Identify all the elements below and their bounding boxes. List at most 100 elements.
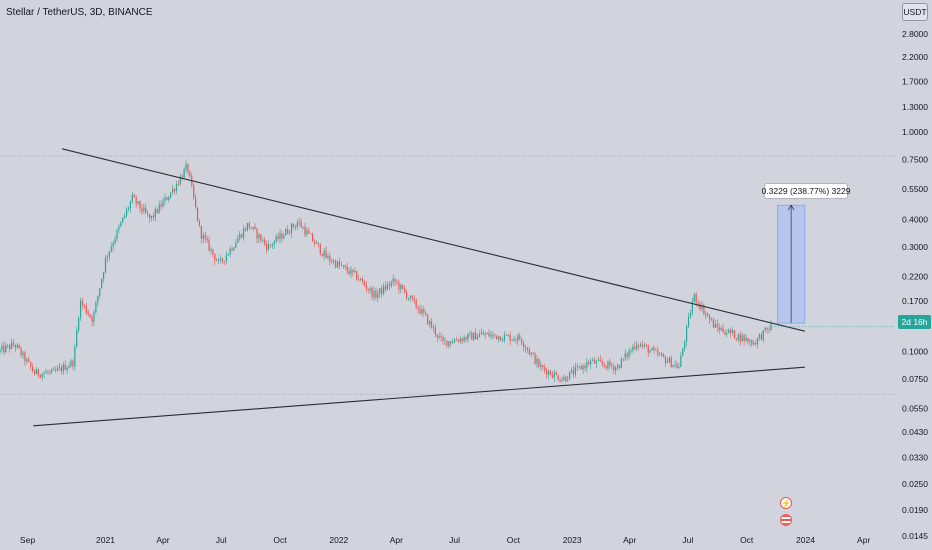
candle-body: [392, 278, 394, 283]
candle-body: [620, 358, 622, 368]
x-tick-label: Oct: [507, 535, 521, 545]
candle-body: [99, 288, 101, 296]
candle-body: [703, 305, 705, 315]
candle-body: [60, 367, 62, 372]
candle-body: [647, 345, 649, 353]
candle-body: [248, 223, 250, 228]
candle-body: [496, 335, 498, 340]
candle-body: [394, 278, 396, 282]
candle-body: [559, 380, 561, 382]
candle-body: [459, 338, 461, 342]
candle-body: [260, 234, 262, 241]
candle-body: [453, 339, 456, 343]
candle-body: [177, 183, 179, 185]
candle-body: [166, 197, 168, 201]
candle-body: [313, 241, 316, 244]
candle-body: [544, 367, 546, 371]
candle-body: [300, 221, 302, 228]
candle-body: [710, 319, 713, 321]
candle-body: [745, 337, 747, 341]
candle-body: [384, 285, 387, 290]
candle-body: [319, 244, 321, 255]
candle-body: [162, 201, 164, 207]
candle-body: [753, 342, 755, 345]
symbol-title: Stellar / TetherUS, 3D, BINANCE: [6, 7, 153, 18]
candle-body: [145, 207, 147, 213]
candle-body: [95, 302, 97, 312]
y-tick-label: 0.0550: [902, 404, 928, 414]
candle-body: [267, 244, 270, 250]
candle-body: [97, 295, 99, 303]
candle-body: [438, 336, 440, 338]
candle-body: [536, 358, 538, 364]
y-tick-label: 0.0430: [902, 427, 928, 437]
us-flag-icon[interactable]: [780, 514, 792, 526]
candle-body: [262, 239, 264, 241]
candle-body: [674, 364, 676, 366]
x-tick-label: 2023: [563, 535, 582, 545]
candle-body: [135, 197, 137, 204]
candle-body: [147, 212, 149, 215]
candle-body: [515, 339, 517, 341]
candle-body: [10, 342, 13, 349]
candle-body: [440, 336, 442, 338]
candle-body: [705, 314, 707, 315]
candle-body: [726, 333, 728, 335]
candle-body: [390, 282, 392, 287]
candle-body: [256, 228, 258, 239]
candle-body: [730, 329, 732, 334]
currency-button[interactable]: USDT: [902, 3, 928, 21]
candle-body: [164, 197, 166, 202]
candle-body: [241, 234, 243, 238]
candle-body: [572, 370, 575, 375]
candle-body: [645, 344, 647, 346]
candle-body: [540, 365, 542, 367]
candle-body: [53, 369, 55, 370]
candle-body: [315, 242, 318, 244]
y-tick-label: 0.0330: [902, 452, 928, 462]
y-tick-label: 1.0000: [902, 127, 928, 137]
candle-body: [682, 348, 684, 356]
candle-body: [436, 334, 438, 338]
candle-body: [235, 243, 237, 248]
candle-body: [333, 260, 335, 263]
candle-body: [89, 314, 91, 318]
candle-body: [670, 358, 672, 368]
candle-body: [125, 209, 128, 216]
candle-body: [569, 371, 571, 380]
candle-body: [507, 335, 509, 336]
y-tick-label: 2.2000: [902, 52, 928, 62]
lightning-icon[interactable]: ⚡: [780, 497, 792, 509]
candle-body: [340, 264, 342, 266]
candle-body: [327, 255, 329, 258]
candle-body: [363, 281, 365, 286]
candle-body: [547, 370, 550, 375]
candle-body: [37, 369, 39, 376]
candle-body: [463, 337, 465, 342]
candle-body: [405, 291, 408, 299]
candle-body: [195, 197, 197, 208]
candle-body: [714, 323, 716, 328]
candle-body: [576, 366, 578, 368]
candle-body: [592, 359, 594, 361]
candle-body: [108, 251, 110, 257]
candle-body: [724, 332, 726, 335]
candle-body: [762, 330, 764, 340]
candle-body: [198, 221, 201, 226]
candle-body: [442, 337, 444, 341]
candle-body: [331, 261, 333, 263]
candle-body: [204, 235, 206, 239]
x-tick-label: 2024: [796, 535, 815, 545]
candle-body: [751, 340, 753, 345]
candle-body: [492, 334, 494, 336]
candle-body: [310, 233, 312, 235]
candle-body: [208, 239, 210, 251]
y-tick-label: 0.0250: [902, 479, 928, 489]
candle-body: [605, 365, 607, 369]
candle-body: [273, 241, 275, 245]
candle-body: [695, 294, 697, 303]
candle-body: [488, 333, 490, 337]
candle-body: [285, 229, 287, 236]
candle-body: [14, 345, 16, 348]
